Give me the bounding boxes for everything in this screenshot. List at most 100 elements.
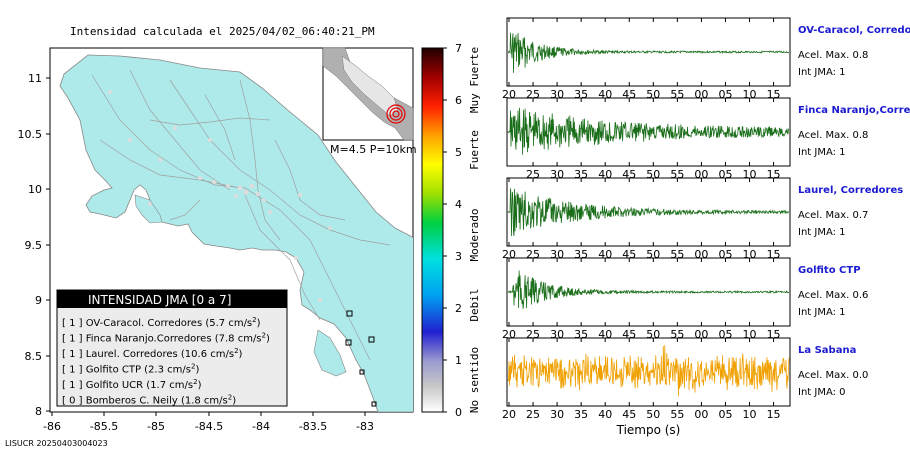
station-markers: [345, 310, 377, 407]
legend-level: [ 1 ]: [62, 334, 86, 345]
legend-row: [ 1 ] OV-Caracol. Corredores (5.7 cm/s2): [62, 316, 261, 329]
epicenter-icon: [386, 104, 406, 124]
legend-value: (7.8 cm/s: [215, 334, 262, 345]
legend-station: Golfito UCR: [86, 380, 147, 391]
station-title: Laurel, Corredores: [798, 185, 903, 196]
map-panel: 11 10.5 10 9.5 9 8.5 8 -86 -85.5 -85 -84…: [18, 47, 417, 433]
colorbar-tick-label: 5: [455, 146, 462, 159]
map-x-tick: -84: [252, 420, 270, 433]
waveform-x-tick-label: 20: [502, 408, 516, 421]
map-y-tick: 10: [28, 183, 42, 196]
map-y-tick: 9.5: [25, 239, 43, 252]
station-annotation: Acel. Max. 0.8: [798, 130, 868, 141]
legend-header: INTENSIDAD JMA [0 a 7]: [88, 293, 231, 307]
map-y-tick: 10.5: [18, 128, 43, 141]
waveform-x-tick-label: 00: [694, 408, 708, 421]
nicoya-gulf-island: [134, 194, 163, 224]
legend-station: Laurel. Corredores: [86, 349, 181, 360]
legend-close: ): [195, 365, 199, 376]
station-annotation: Int JMA: 1: [798, 147, 846, 158]
waveform-x-tick-label: 40: [598, 408, 612, 421]
map-x-tick: -85.5: [90, 420, 118, 433]
legend-station: OV-Caracol. Corredores: [86, 318, 206, 329]
colorbar-class-label: Debil: [468, 288, 481, 321]
legend-unit-exp: 2: [262, 332, 266, 340]
waveform-x-tick-label: 55: [670, 408, 684, 421]
map-y-tick: 11: [28, 72, 42, 85]
waveform-x-tick-label: 10: [743, 408, 757, 421]
waveform-x-tick-label: 45: [622, 408, 636, 421]
legend-row: [ 0 ] Bomberos C. Neily (1.8 cm/s2): [62, 394, 236, 407]
waveform-x-tick-label: 15: [767, 408, 781, 421]
map-x-tick: -86: [43, 420, 61, 433]
inset-map: M=4.5 P=10km: [322, 47, 417, 156]
colorbar-class-label: No sentido: [468, 347, 481, 413]
station-title: OV-Caracol, Corredores: [798, 25, 910, 36]
legend-row: [ 1 ] Laurel. Corredores (10.6 cm/s2): [62, 347, 243, 360]
colorbar-tick-label: 3: [455, 250, 462, 263]
footer-id: LISUCR 20250403004023: [5, 439, 108, 448]
legend-unit-exp: 2: [193, 378, 197, 386]
legend-unit-exp: 2: [191, 363, 195, 371]
legend-level: [ 1 ]: [62, 318, 86, 329]
waveform-panels: 20 25 30 35 40 45 50 55 00 05 10 15 OV-Caracol, Corr…: [502, 17, 910, 437]
legend-close: ): [257, 318, 261, 329]
colorbar-class-label: Fuerte: [468, 130, 481, 170]
station-annotation: Acel. Max. 0.7: [798, 210, 868, 221]
legend-unit-exp: 2: [234, 347, 238, 355]
legend-level: [ 1 ]: [62, 349, 86, 360]
colorbar-tick-label: 7: [455, 42, 462, 55]
station-title: Finca Naranjo,Corredores: [798, 105, 910, 116]
waveform-x-axis-label: Tiempo (s): [616, 423, 681, 437]
osa-peninsula: [313, 329, 347, 377]
legend-unit-exp: 2: [228, 394, 232, 402]
legend-level: [ 1 ]: [62, 365, 86, 376]
legend-row: [ 1 ] Golfito UCR (1.7 cm/s2): [62, 378, 202, 391]
legend-close: ): [266, 334, 270, 345]
station-annotation: Int JMA: 1: [798, 67, 846, 78]
station-annotation: Acel. Max. 0.6: [798, 290, 868, 301]
map-x-tick: -84.5: [195, 420, 223, 433]
colorbar-tick-label: 6: [455, 94, 462, 107]
legend-level: [ 0 ]: [62, 396, 86, 407]
station-title: La Sabana: [798, 345, 856, 356]
map-y-tick: 8.5: [25, 350, 43, 363]
waveform-trace: [507, 32, 789, 73]
station-annotation: Acel. Max. 0.0: [798, 370, 868, 381]
waveform-x-tick-label: 30: [550, 408, 564, 421]
legend-close: ): [239, 349, 243, 360]
station-title: Golfito CTP: [798, 265, 861, 276]
waveform-trace: [507, 107, 790, 155]
road-network: [91, 69, 391, 361]
colorbar-tick-label: 2: [455, 302, 462, 315]
legend-value: (1.8 cm/s: [181, 396, 228, 407]
intensity-legend: INTENSIDAD JMA [0 a 7] [ 1 ] OV-Caracol.…: [56, 289, 288, 407]
waveform-trace: [507, 188, 790, 237]
legend-row: [ 1 ] Finca Naranjo.Corredores (7.8 cm/s…: [62, 332, 270, 345]
station-annotation: Int JMA: 1: [798, 307, 846, 318]
map-x-axis: -86 -85.5 -85 -84.5 -84 -83.5 -83: [43, 412, 374, 433]
legend-station: Bomberos C. Neily: [86, 396, 181, 407]
legend-value: (1.7 cm/s: [146, 380, 193, 391]
waveform-trace: [507, 345, 790, 397]
legend-unit-exp: 2: [252, 316, 256, 324]
map-y-tick: 9: [35, 294, 42, 307]
colorbar-tick-label: 4: [455, 198, 462, 211]
waveform-x-tick-label: 35: [574, 408, 588, 421]
colorbar-class-label: Moderado: [468, 209, 481, 262]
town-dots: [108, 90, 332, 302]
colorbar-tick-label: 0: [455, 406, 462, 419]
intensity-colorbar: 7 6 5 4 3 2 1 0 Muy Fuerte Fuerte Moderado Debi…: [421, 42, 481, 419]
legend-value: (5.7 cm/s: [205, 318, 252, 329]
legend-value: (2.3 cm/s: [144, 365, 191, 376]
map-x-tick: -83.5: [299, 420, 327, 433]
legend-row: [ 1 ] Golfito CTP (2.3 cm/s2): [62, 363, 199, 376]
waveform-x-tick-label: 05: [718, 408, 732, 421]
legend-station: Finca Naranjo.Corredores: [86, 334, 215, 345]
station-annotation: Int JMA: 0: [798, 387, 846, 398]
legend-close: ): [198, 380, 202, 391]
